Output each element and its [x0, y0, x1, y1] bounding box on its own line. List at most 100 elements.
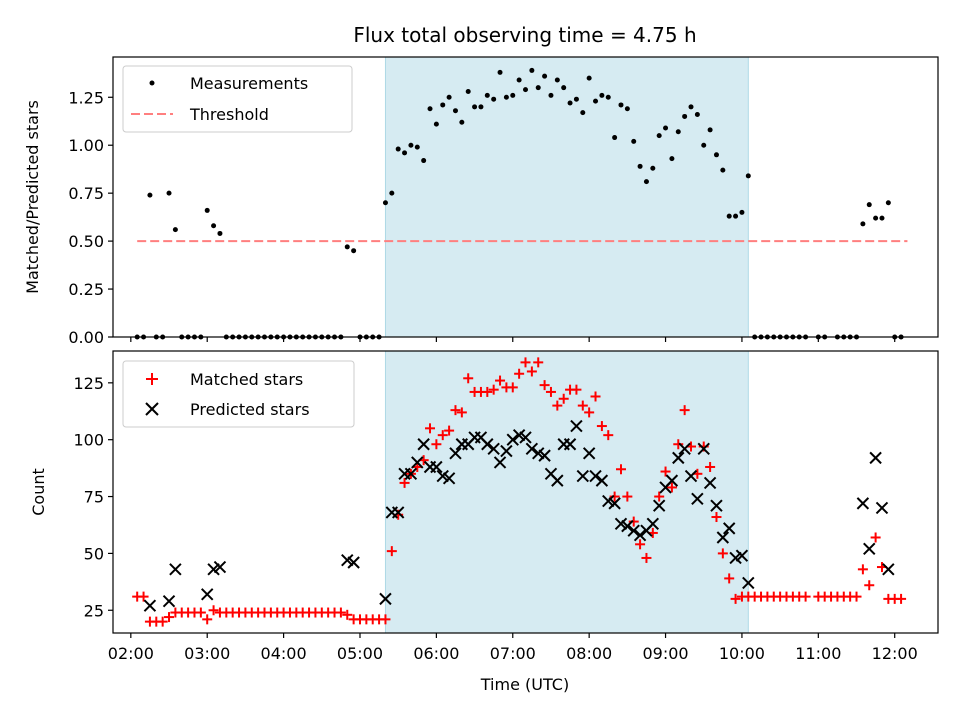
matched-star-point: [164, 612, 175, 623]
matched-star-point: [380, 614, 391, 625]
x-tick-label: 09:00: [642, 644, 688, 663]
x-tick-label: 08:00: [566, 644, 612, 663]
y-tick-label: 0.00: [68, 328, 104, 347]
measurement-point: [351, 248, 357, 254]
matched-star-point: [399, 477, 410, 488]
predicted-star-stroke-b: [678, 442, 691, 455]
measurement-point: [688, 104, 694, 110]
bottom-axes-frame: [112, 350, 939, 634]
measurement-point: [605, 94, 611, 100]
measurement-point: [440, 102, 446, 108]
measurement-point: [885, 200, 891, 206]
predicted-star-stroke-b: [646, 517, 660, 531]
matched-star-point: [558, 393, 569, 404]
measurement-point: [701, 142, 707, 148]
measurement-point: [535, 85, 541, 91]
x-tick-label: 03:00: [184, 644, 230, 663]
matched-star-point: [202, 614, 213, 625]
bottom-x-axis: 02:00 03:00 04:00 05:00 06:00 07:00 08:00 09:00…: [108, 633, 918, 663]
top-plot-area: 0.00 0.25 0.50 0.75 1.00 1.25: [68, 56, 939, 347]
top-legend: Measurements Threshold: [122, 65, 353, 133]
measurement-point: [713, 152, 719, 158]
predicted-star-stroke-b: [563, 438, 577, 451]
predicted-star-point: [162, 594, 176, 608]
predicted-star-stroke-b: [697, 442, 710, 455]
x-tick-label: 07:00: [490, 644, 536, 663]
predicted-star-point: [722, 522, 736, 535]
predicted-star-point: [169, 563, 182, 576]
top-observing-window-shade: [384, 56, 749, 338]
legend-matched-label: Matched stars: [190, 370, 303, 389]
predicted-star-point: [563, 438, 577, 451]
matched-star-point: [870, 532, 881, 543]
matched-star-point: [705, 461, 716, 472]
predicted-star-point: [538, 449, 551, 462]
measurement-point: [478, 104, 484, 110]
measurement-point: [573, 96, 579, 102]
matched-star-point: [660, 466, 671, 477]
predicted-star-stroke-b: [735, 549, 749, 562]
measurement-point: [873, 215, 879, 221]
predicted-star-point: [449, 447, 462, 460]
matched-star-point: [730, 593, 741, 604]
measurement-point: [529, 67, 535, 73]
predicted-star-stroke-b: [481, 438, 494, 451]
measurement-point: [421, 158, 427, 164]
measurement-point: [344, 244, 350, 250]
predicted-star-stroke-b: [474, 431, 488, 444]
matched-stars-points: [132, 357, 907, 627]
predicted-star-point: [652, 499, 666, 512]
measurement-point: [682, 113, 688, 119]
measurement-point: [414, 144, 420, 150]
measurement-point: [433, 121, 439, 127]
measurement-point: [860, 221, 866, 227]
matched-star-point: [463, 373, 474, 384]
predicted-star-stroke-b: [716, 531, 730, 544]
predicted-star-stroke-b: [633, 529, 647, 542]
x-tick-label: 02:00: [108, 644, 154, 663]
predicted-star-point: [672, 451, 685, 465]
predicted-star-stroke-b: [341, 554, 354, 567]
matched-star-point: [673, 439, 684, 450]
predicted-star-stroke-b: [143, 599, 157, 612]
measurement-point: [516, 77, 522, 83]
predicted-star-stroke-b: [710, 499, 723, 512]
predicted-star-stroke-b: [882, 563, 895, 576]
predicted-star-stroke-b: [391, 506, 405, 519]
predicted-star-stroke-b: [544, 467, 558, 481]
predicted-star-stroke-b: [627, 524, 640, 537]
measurement-point: [694, 112, 700, 118]
matched-star-point: [864, 580, 875, 591]
predicted-star-point: [742, 576, 755, 590]
bottom-y-axis: 25 50 75 100 125: [73, 374, 113, 620]
measurement-points: [134, 67, 904, 340]
y-tick-label: 1.00: [68, 136, 104, 155]
matched-star-point: [545, 386, 556, 397]
measurement-point: [561, 85, 567, 91]
measurement-point: [650, 165, 656, 171]
y-tick-label: 0.50: [68, 232, 104, 251]
x-tick-label: 12:00: [872, 644, 918, 663]
predicted-star-point: [697, 442, 710, 455]
predicted-star-point: [665, 474, 679, 487]
measurement-point: [523, 87, 528, 93]
predicted-star-point: [519, 431, 532, 444]
measurement-point: [726, 213, 732, 219]
bottom-legend: Matched stars Predicted stars: [122, 360, 355, 428]
measurement-point: [669, 156, 675, 162]
matched-star-point: [208, 605, 219, 616]
measurement-point: [879, 215, 885, 221]
predicted-star-stroke-b: [863, 542, 876, 556]
measurement-point: [402, 150, 408, 156]
predicted-star-point: [589, 469, 602, 483]
x-tick-label: 06:00: [413, 644, 459, 663]
legend-predicted-marker: [145, 402, 159, 416]
matched-star-point: [456, 407, 467, 418]
matched-star-point: [138, 591, 149, 602]
y-tick-label: 1.25: [68, 88, 104, 107]
predicted-star-stroke-b: [742, 576, 755, 590]
matched-star-point: [609, 491, 620, 502]
predicted-star-stroke-b: [582, 447, 596, 460]
measurement-point: [217, 230, 223, 236]
